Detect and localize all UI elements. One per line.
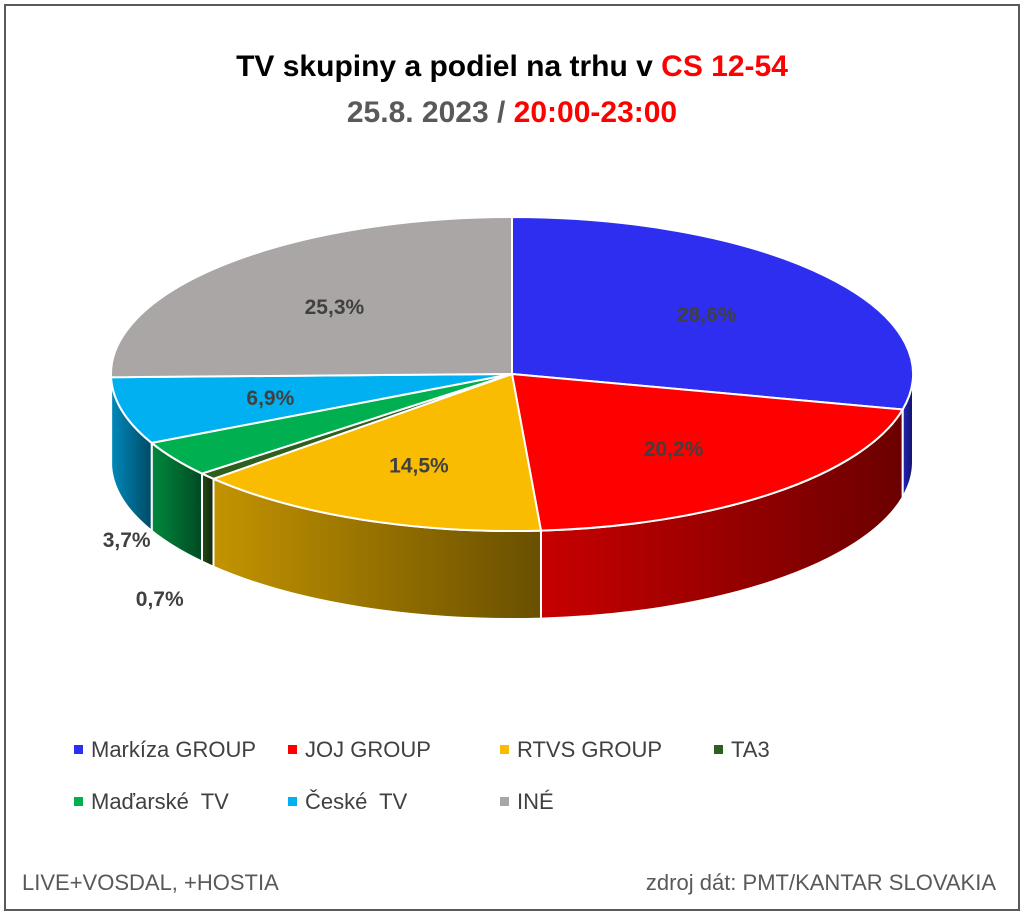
legend-item-joj-group: JOJ GROUP [288,737,431,763]
legend-label: JOJ GROUP [305,737,431,762]
legend-item-ma-arsk-tv: Maďarské TV [74,789,229,815]
legend-item-ta3: TA3 [714,737,770,763]
legend-swatch [288,744,297,754]
chart-title-line-2: 25.8. 2023 / 20:00-23:00 [346,96,678,129]
legend-label: TA3 [731,737,770,762]
legend-swatch [500,796,509,806]
pie-slice-mark-za-group [511,215,914,411]
pie-slice-joj-group [510,372,905,532]
pie-tops [110,215,914,532]
legend-swatch [288,796,297,806]
legend-swatch [74,744,83,754]
data-label--esk-tv: 6,9% [246,387,294,410]
legend-item-rtvs-group: RTVS GROUP [500,737,662,763]
legend-swatch [500,744,509,754]
footer-source: zdroj dát: PMT/KANTAR SLOVAKIA [645,870,996,895]
legend-swatch [714,744,723,754]
legend-label: Maďarské TV [91,789,229,814]
legend-item-mark-za-group: Markíza GROUP [74,737,256,763]
legend-swatch [74,796,83,806]
data-label-ta3: 0,7% [136,588,184,611]
pie-slice-rtvs-group [210,372,543,532]
legend-label: RTVS GROUP [517,737,663,762]
legend-item-in-: INÉ [500,789,554,815]
legend-label: Markíza GROUP [91,737,257,762]
pie-side-ta3 [200,472,215,569]
pie-labels: 28,6% 20,2% 14,5% 0,7% 3,7% 6,9% 25,3% [103,296,737,611]
chart-title-line-1: TV skupiny a podiel na trhu v CS 12-54 [236,50,788,83]
data-label-in-: 25,3% [305,296,365,319]
pie-slice--esk-tv [110,373,513,444]
data-label-mark-za-group: 28,6% [677,303,737,326]
target-group: CS 12-54 [661,50,788,83]
time-range: 20:00-23:00 [513,96,678,129]
legend-item--esk-tv: České TV [288,789,407,815]
pie-sides [110,373,914,620]
data-label-ma-arsk-tv: 3,7% [103,529,151,552]
legend-label: INÉ [517,789,554,814]
legend-label: České TV [305,789,408,814]
data-label-rtvs-group: 14,5% [389,454,449,477]
footer-left: LIVE+VOSDAL, +HOSTIA [22,870,279,895]
pie-slice-in- [110,215,513,379]
data-label-joj-group: 20,2% [644,438,704,461]
